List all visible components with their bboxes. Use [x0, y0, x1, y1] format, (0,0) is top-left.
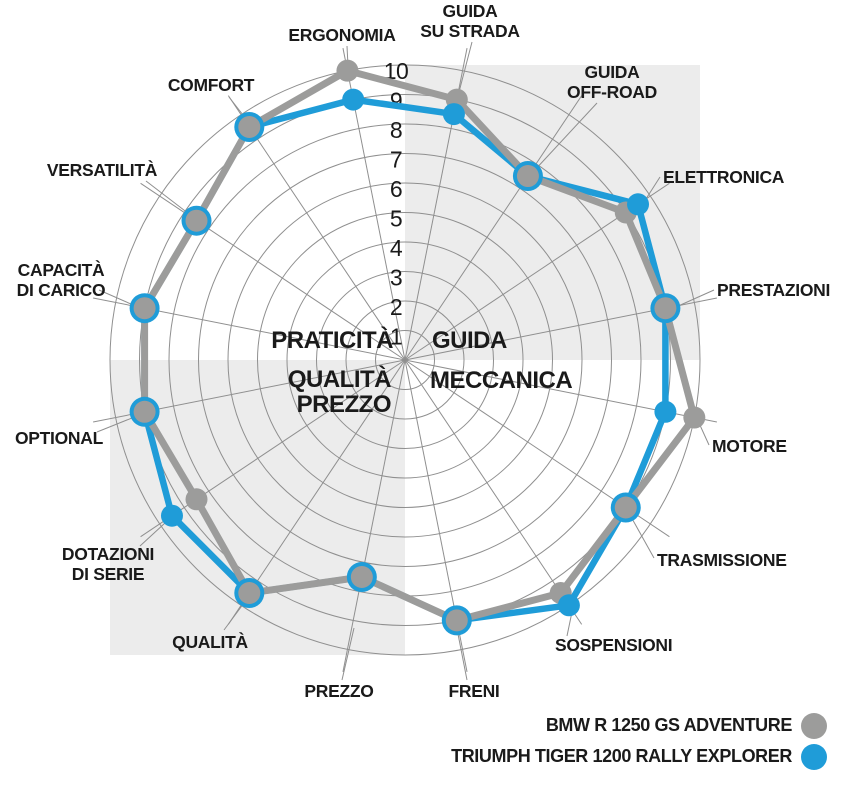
triumph-point [342, 88, 365, 111]
label-connector [139, 522, 166, 547]
quadrant-label-top_left: PRATICITÀ [271, 326, 393, 354]
label-connector [532, 102, 598, 173]
bmw-point [185, 488, 208, 511]
ring-scale-label: 1 [390, 324, 402, 350]
category-label: PREZZO [304, 681, 373, 701]
grid-ring [198, 153, 612, 567]
bmw-point [350, 565, 373, 588]
axis-spoke [404, 359, 583, 625]
bmw-point [133, 297, 156, 320]
category-label: OPTIONAL [15, 428, 104, 448]
triumph-point [442, 103, 465, 126]
category-label: DOTAZIONI DI SERIE [62, 544, 154, 584]
bmw-point [654, 297, 677, 320]
quadrant-label-bottom_right: MECCANICA [430, 367, 572, 394]
category-label: ERGONOMIA [288, 25, 396, 45]
grid-ring [375, 330, 435, 390]
triumph-point [654, 400, 677, 423]
label-connector [341, 627, 355, 681]
ring-scale-label: 2 [390, 294, 402, 320]
label-connector [675, 289, 715, 308]
bmw-point [516, 165, 539, 188]
legend-label-triumph: TRIUMPH TIGER 1200 RALLY EXPLORER [451, 746, 792, 766]
quadrant-label-bottom_left_line2: PREZZO [297, 391, 391, 418]
triumph-point [627, 193, 650, 216]
axis-spoke [342, 359, 406, 672]
axis-spoke [227, 95, 406, 361]
ring-scale-label: 4 [390, 235, 403, 261]
category-label: COMFORT [168, 75, 255, 95]
ring-scale-label: 8 [390, 117, 402, 143]
legend: BMW R 1250 GS ADVENTURE TRIUMPH TIGER 12… [451, 712, 827, 770]
category-label: ELETTRONICA [663, 167, 785, 187]
bmw-point [336, 59, 359, 82]
axis-spoke [140, 359, 406, 538]
label-connector [458, 41, 473, 93]
label-connector [457, 633, 468, 681]
grid-ring [257, 212, 553, 508]
label-connector [223, 602, 245, 631]
bmw-point [445, 609, 468, 632]
label-connector [698, 422, 710, 446]
triumph-point [557, 594, 580, 617]
grid-ring [316, 271, 494, 449]
legend-label-bmw: BMW R 1250 GS ADVENTURE [545, 715, 793, 735]
bmw-point [683, 406, 706, 429]
bmw-point [133, 400, 156, 423]
label-connector [629, 514, 655, 559]
category-label: GUIDA SU STRADA [420, 1, 520, 41]
category-label: GUIDA OFF-ROAD [567, 62, 657, 102]
ring-scale-label: 3 [390, 265, 402, 291]
grid-ring [109, 64, 701, 656]
axis-spoke [404, 95, 583, 361]
quadrant-label-top_right: GUIDA [432, 327, 507, 354]
category-label: FRENI [448, 681, 499, 701]
label-connector [96, 415, 138, 433]
category-label: PRESTAZIONI [717, 280, 830, 300]
legend-item-triumph: TRIUMPH TIGER 1200 RALLY EXPLORER [451, 743, 827, 770]
bmw-series-dot-icon [801, 712, 827, 739]
grid-ring [286, 241, 524, 479]
bmw-point [238, 115, 261, 138]
ring-scale-label: 7 [390, 147, 402, 173]
category-label: QUALITÀ [172, 631, 248, 652]
grid-ring [139, 94, 671, 626]
category-label: TRASMISSIONE [657, 550, 787, 570]
ring-scale-label: 6 [390, 176, 402, 202]
grid-ring [227, 182, 583, 538]
category-label: CAPACITÀ DI CARICO [17, 259, 106, 300]
grid-ring [345, 300, 465, 420]
triumph-series-dot-icon [801, 743, 827, 770]
bmw-point [238, 582, 261, 605]
bmw-point [185, 209, 208, 232]
ring-scale-label: 5 [390, 206, 402, 232]
category-label: SOSPENSIONI [555, 635, 672, 655]
quadrant-label-bottom_left_line1: QUALITÀ [288, 365, 391, 393]
category-label: MOTORE [712, 436, 787, 456]
category-label: VERSATILITÀ [47, 159, 158, 180]
bmw-point [614, 496, 637, 519]
legend-item-bmw: BMW R 1250 GS ADVENTURE [546, 712, 827, 739]
axis-spoke [227, 359, 406, 625]
triumph-point [160, 504, 183, 527]
